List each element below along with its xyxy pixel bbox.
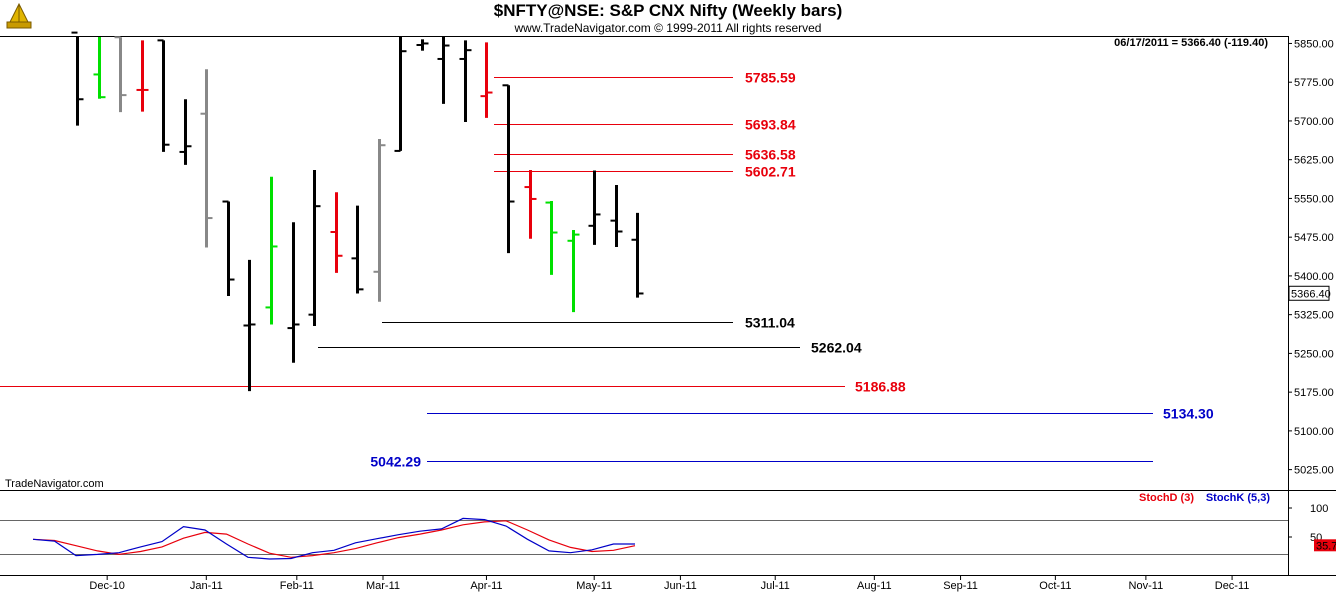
stoch-last-label: 35.70 [1316,540,1336,552]
level-label: 5311.04 [745,315,795,331]
price-tick-label: 5400.00 [1294,271,1334,283]
price-bar [588,170,601,245]
price-bar [330,192,343,273]
price-bar [545,201,558,275]
price-bar [222,200,235,297]
price-tick-label: 5700.00 [1294,116,1334,128]
stoch-k-line [32,517,635,560]
time-tick-label: Jun-11 [664,580,697,592]
stoch-last-tag [1314,539,1336,552]
level-label: 5602.71 [745,164,796,180]
price-bar [459,40,472,122]
price-tick-label: 5550.00 [1294,193,1334,205]
time-tick-label: May-11 [576,580,612,592]
time-tick-label: Jul-11 [761,580,790,592]
price-bar [480,42,493,118]
level-label: 5785.59 [745,70,796,86]
price-bar [416,39,429,51]
stoch-d-legend: StochD (3) [1139,492,1194,504]
price-tick-label: 5250.00 [1294,348,1334,360]
price-bar [287,222,300,363]
watermark: TradeNavigator.com [5,478,104,490]
price-bar [524,170,537,239]
time-tick-label: Dec-10 [89,580,124,592]
tradenavigator-logo-icon [4,2,34,37]
price-tick-label: 5775.00 [1294,77,1334,89]
price-tick-label: 5100.00 [1294,426,1334,438]
price-bar [308,170,321,327]
time-tick-label: Sep-11 [943,580,978,592]
stoch-k-legend: StochK (5,3) [1206,492,1271,504]
level-label: 5042.29 [370,454,421,470]
stoch-tick-label: 100 [1310,503,1328,515]
time-tick-label: Oct-11 [1039,580,1071,592]
time-tick-label: Apr-11 [470,580,502,592]
price-bar [157,39,170,152]
price-tick-label: 5850.00 [1294,38,1334,50]
chart-title: $NFTY@NSE: S&P CNX Nifty (Weekly bars) [493,1,843,20]
price-bar [71,31,84,126]
price-bar [200,69,213,248]
price-tick-label: 5325.00 [1294,310,1334,322]
level-label: 5636.58 [745,147,796,163]
price-bar [610,184,623,247]
price-bar [437,37,450,104]
time-tick-label: Mar-11 [366,580,400,592]
price-tick-label: 5625.00 [1294,155,1334,167]
level-label: 5134.30 [1163,406,1214,422]
stoch-d-line [32,520,636,558]
time-axis: Dec-10 Jan-11 Feb-11 Mar-11 Apr-11 May-11 Jun-… [89,576,1249,592]
price-axis: 5850.00 5775.00 5700.00 5625.00 5550.00 5475.… [1288,38,1334,477]
time-tick-label: Aug-11 [857,580,892,592]
price-bar [631,212,644,298]
price-bar [567,229,580,313]
price-bar [351,205,364,294]
price-readout: 06/17/2011 = 5366.40 (-119.40) [1114,37,1268,49]
price-bar [243,259,256,392]
chart-subtitle: www.TradeNavigator.com © 1999-2011 All r… [514,21,822,35]
last-price-tag [1288,285,1330,301]
price-bar [114,36,127,113]
last-price-label: 5366.40 [1291,288,1331,300]
price-bar [394,37,407,152]
price-tick-label: 5175.00 [1294,387,1334,399]
price-bar [136,40,149,112]
time-tick-label: Feb-11 [280,580,314,592]
price-tick-label: 5025.00 [1294,465,1334,477]
price-bar [179,99,192,165]
price-bar [265,176,278,325]
time-tick-label: Nov-11 [1129,580,1164,592]
price-bar [502,84,515,254]
time-tick-label: Jan-11 [190,580,223,592]
level-label: 5693.84 [745,117,796,133]
level-label: 5186.88 [855,379,906,395]
level-label: 5262.04 [811,340,862,356]
price-tick-label: 5475.00 [1294,232,1334,244]
price-bar [93,37,106,99]
price-bar [373,139,386,302]
price-bars [71,31,644,392]
time-tick-label: Dec-11 [1215,580,1250,592]
